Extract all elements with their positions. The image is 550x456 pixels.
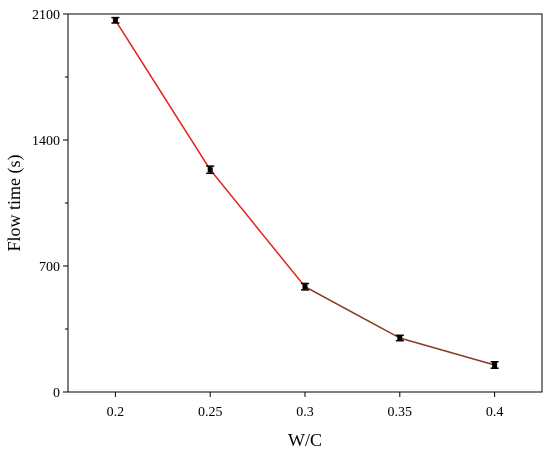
y-tick-label: 2100 bbox=[32, 8, 60, 23]
plot-frame bbox=[67, 13, 543, 393]
x-tick-label: 0.2 bbox=[107, 405, 125, 420]
data-point bbox=[397, 335, 403, 341]
y-tick-label: 1400 bbox=[32, 134, 60, 149]
data-point bbox=[492, 362, 498, 368]
y-axis-title: Flow time (s) bbox=[4, 154, 25, 251]
y-axis: 0 700 1400 2100 bbox=[32, 8, 68, 401]
series-layer bbox=[111, 16, 499, 369]
y-tick-label: 700 bbox=[39, 260, 60, 275]
data-point bbox=[207, 167, 213, 173]
x-tick-label: 0.4 bbox=[486, 405, 504, 420]
series-line-segment bbox=[399, 337, 495, 366]
x-tick-label: 0.35 bbox=[388, 405, 413, 420]
data-point bbox=[302, 284, 308, 290]
data-point bbox=[112, 17, 118, 23]
y-tick-label: 0 bbox=[53, 386, 60, 401]
x-axis: 0.2 0.25 0.3 0.35 0.4 bbox=[107, 392, 504, 420]
series-line-segment bbox=[209, 169, 306, 288]
x-axis-title: W/C bbox=[288, 430, 322, 450]
series-line-segment bbox=[114, 19, 211, 171]
x-tick-label: 0.25 bbox=[198, 405, 223, 420]
series-line-segment bbox=[304, 286, 401, 339]
x-tick-label: 0.3 bbox=[296, 405, 314, 420]
